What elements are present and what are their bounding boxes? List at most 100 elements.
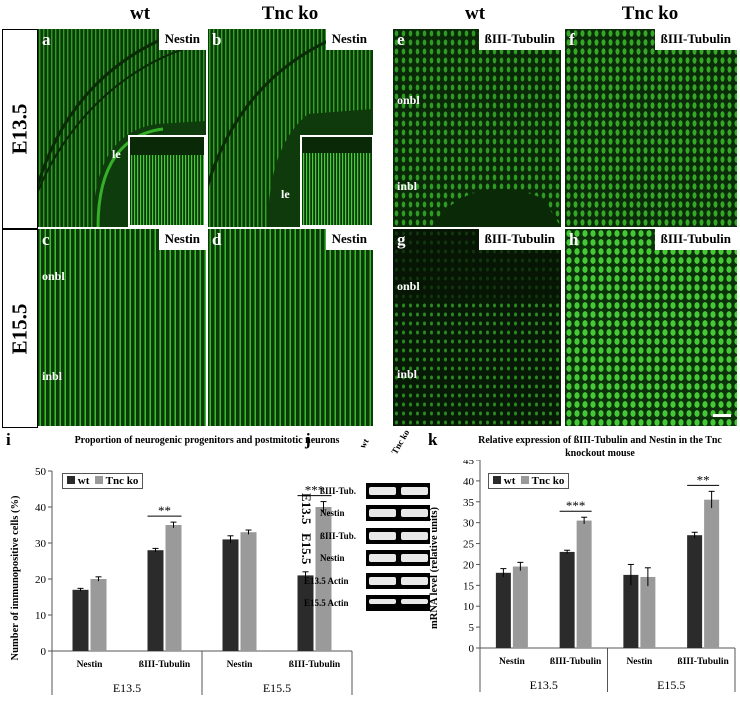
group-label: E15.5	[263, 681, 291, 695]
panel-letter: a	[42, 30, 51, 49]
inbl-label: inbl	[397, 367, 418, 381]
panel-letter: c	[42, 230, 50, 249]
panel-letter: d	[212, 230, 222, 249]
y-tick-label: 20	[35, 574, 47, 586]
panel-marker-label: Nestin	[325, 29, 373, 50]
significance-stars: ***	[566, 498, 586, 513]
lens-label: le	[112, 147, 121, 161]
bar-tnc-ko	[704, 499, 720, 648]
bar-tnc-ko	[240, 532, 257, 651]
panel-marker-label: ßIII-Tubulin	[478, 29, 561, 50]
gel-band	[369, 554, 396, 562]
bar-tnc-ko	[165, 525, 182, 651]
x-tick-label: ßIII-Tubulin	[550, 657, 602, 667]
bar-wt	[297, 575, 314, 651]
panel-marker-label: ßIII-Tubulin	[654, 229, 737, 250]
gel-band-strip	[366, 483, 430, 499]
row-header-e13-5: E13.5	[2, 29, 38, 229]
column-header-wt-tubulin: wt	[464, 3, 486, 24]
gel-band	[369, 509, 396, 517]
gel-band	[369, 599, 396, 604]
gel-row-label: E13.5 Actin	[304, 576, 349, 586]
bar-wt	[559, 551, 575, 648]
legend-swatch-wt	[493, 476, 501, 484]
onbl-label: onbl	[397, 93, 420, 107]
panel-letter: h	[569, 230, 579, 249]
bar-wt	[147, 550, 164, 651]
bar-tnc-ko	[640, 576, 656, 648]
y-tick-label: 40	[463, 476, 475, 488]
micrograph-texture	[393, 229, 561, 426]
gel-band	[369, 532, 396, 540]
gel-row-label: Nestin	[320, 508, 345, 518]
bar-wt	[72, 589, 89, 651]
panel-letter: e	[397, 30, 405, 49]
legend-swatch-wt	[67, 476, 75, 484]
chart-k-legend: wt Tnc ko	[488, 473, 570, 489]
gel-band	[401, 532, 428, 540]
gel-lane-label-wt: wt	[357, 436, 371, 450]
onbl-label: onbl	[397, 279, 420, 293]
column-header-tnc-ko-nestin: Tnc ko	[261, 3, 319, 24]
bar-wt	[687, 535, 703, 648]
chart-k: mRNA level (relative units) 0 5 10 15 20 25 30…	[429, 460, 736, 692]
micrograph-texture	[38, 229, 206, 426]
gel-group-label-e15-5: E15.5	[299, 533, 314, 565]
y-tick-label: 50	[35, 466, 47, 478]
inbl-label: inbl	[397, 179, 418, 193]
micrograph-panel-h: h ßIII-Tubulin	[565, 229, 737, 426]
gel-band-strip	[366, 505, 430, 521]
chart-i: Number of immunopositive cells (%) 0 10 20…	[10, 466, 353, 695]
panel-marker-label: ßIII-Tubulin	[478, 229, 561, 250]
panel-letter-j: j	[305, 430, 311, 449]
gel-row-label: E15.5 Actin	[304, 598, 349, 608]
legend-label-wt: wt	[503, 475, 516, 487]
micrograph-texture	[393, 29, 561, 227]
gel-row-label: ßIII-Tub.	[320, 531, 356, 541]
y-tick-label: 5	[469, 622, 475, 634]
y-tick-label: 45	[463, 460, 475, 467]
significance-stars: ***	[305, 483, 325, 498]
y-tick-label: 40	[35, 502, 47, 514]
gel-band-strip	[366, 528, 430, 544]
micrograph-panel-e: e ßIII-Tubulin onbl inbl	[393, 29, 561, 227]
group-label: E15.5	[657, 678, 685, 692]
gel-row-label: Nestin	[320, 553, 345, 563]
bar-wt	[495, 572, 511, 648]
gel-band	[401, 554, 428, 562]
bar-wt	[623, 574, 639, 648]
y-tick-label: 35	[463, 497, 475, 509]
y-tick-label: 30	[35, 538, 47, 550]
micrograph-texture	[208, 229, 373, 426]
chart-i-legend: wt Tnc ko	[62, 473, 144, 489]
micrograph-panel-d: d Nestin	[208, 229, 373, 426]
gel-blot: wt Tnc ko E13.5 E15.5 ßIII-Tub. Nestin ßII…	[299, 428, 432, 615]
chart-i-y-axis-label: Number of immunopositive cells (%)	[10, 495, 21, 660]
gel-band	[401, 599, 428, 604]
magnified-inset	[128, 135, 206, 227]
onbl-label: onbl	[42, 269, 65, 283]
legend-label-tnc-ko: Tnc ko	[531, 475, 565, 487]
y-tick-label: 0	[41, 646, 47, 658]
significance-stars: **	[697, 472, 710, 487]
x-tick-label: ßIII-Tubulin	[677, 657, 729, 667]
gel-band	[401, 487, 428, 495]
bar-wt	[222, 539, 239, 651]
legend-swatch-tnc-ko	[95, 476, 104, 484]
y-tick-label: 0	[469, 643, 475, 655]
chart-k-y-axis-label: mRNA level (relative units)	[429, 507, 440, 629]
inbl-label: inbl	[42, 369, 63, 383]
gel-band-strip	[366, 573, 430, 589]
y-tick-label: 15	[463, 580, 475, 592]
bar-tnc-ko	[512, 566, 528, 648]
chart-i-title: Proportion of neurogenic progenitors and…	[74, 435, 340, 446]
gel-band-strip	[366, 550, 430, 566]
y-tick-label: 10	[463, 601, 475, 613]
panel-letter-k: k	[428, 430, 438, 449]
column-header-tnc-ko-tubulin: Tnc ko	[621, 3, 679, 24]
micrograph-panel-c: c Nestin onbl inbl	[38, 229, 206, 426]
y-tick-label: 25	[463, 539, 475, 551]
micrograph-panel-f: f ßIII-Tubulin	[565, 29, 737, 227]
y-tick-label: 10	[35, 610, 47, 622]
bar-tnc-ko	[576, 520, 592, 648]
